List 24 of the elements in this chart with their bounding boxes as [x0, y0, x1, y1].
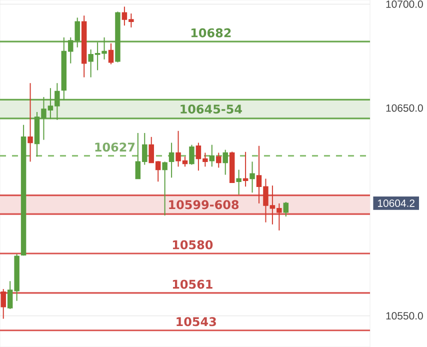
candlestick: [236, 169, 242, 195]
candlestick: [222, 149, 228, 176]
ref-line-label: 10580: [172, 240, 213, 250]
y-tick-label: 10550.0: [386, 312, 423, 320]
band-label: 10645-54: [180, 104, 242, 114]
candlestick: [168, 142, 174, 178]
ref-line-label: 10682: [191, 28, 231, 38]
text: 10604.2: [378, 200, 414, 207]
candlestick: [0, 288, 6, 320]
candlestick: [28, 82, 33, 162]
candlestick: [216, 152, 222, 168]
candlestick: [162, 161, 168, 216]
ref-line-label: 10543: [176, 317, 216, 326]
candlestick: [242, 151, 248, 188]
y-tick-label: 10650.0: [386, 104, 423, 112]
candlestick: [209, 144, 215, 168]
candlestick: [189, 144, 194, 166]
band-label: 10599-608: [169, 200, 239, 210]
candlestick: [250, 161, 255, 194]
candlestick: [283, 201, 289, 218]
ref-line-label: 10627: [95, 142, 135, 152]
y-tick-label: 10700.0: [386, 0, 423, 8]
candlestick: [108, 42, 114, 65]
ref-line-label: 10561: [172, 280, 212, 289]
